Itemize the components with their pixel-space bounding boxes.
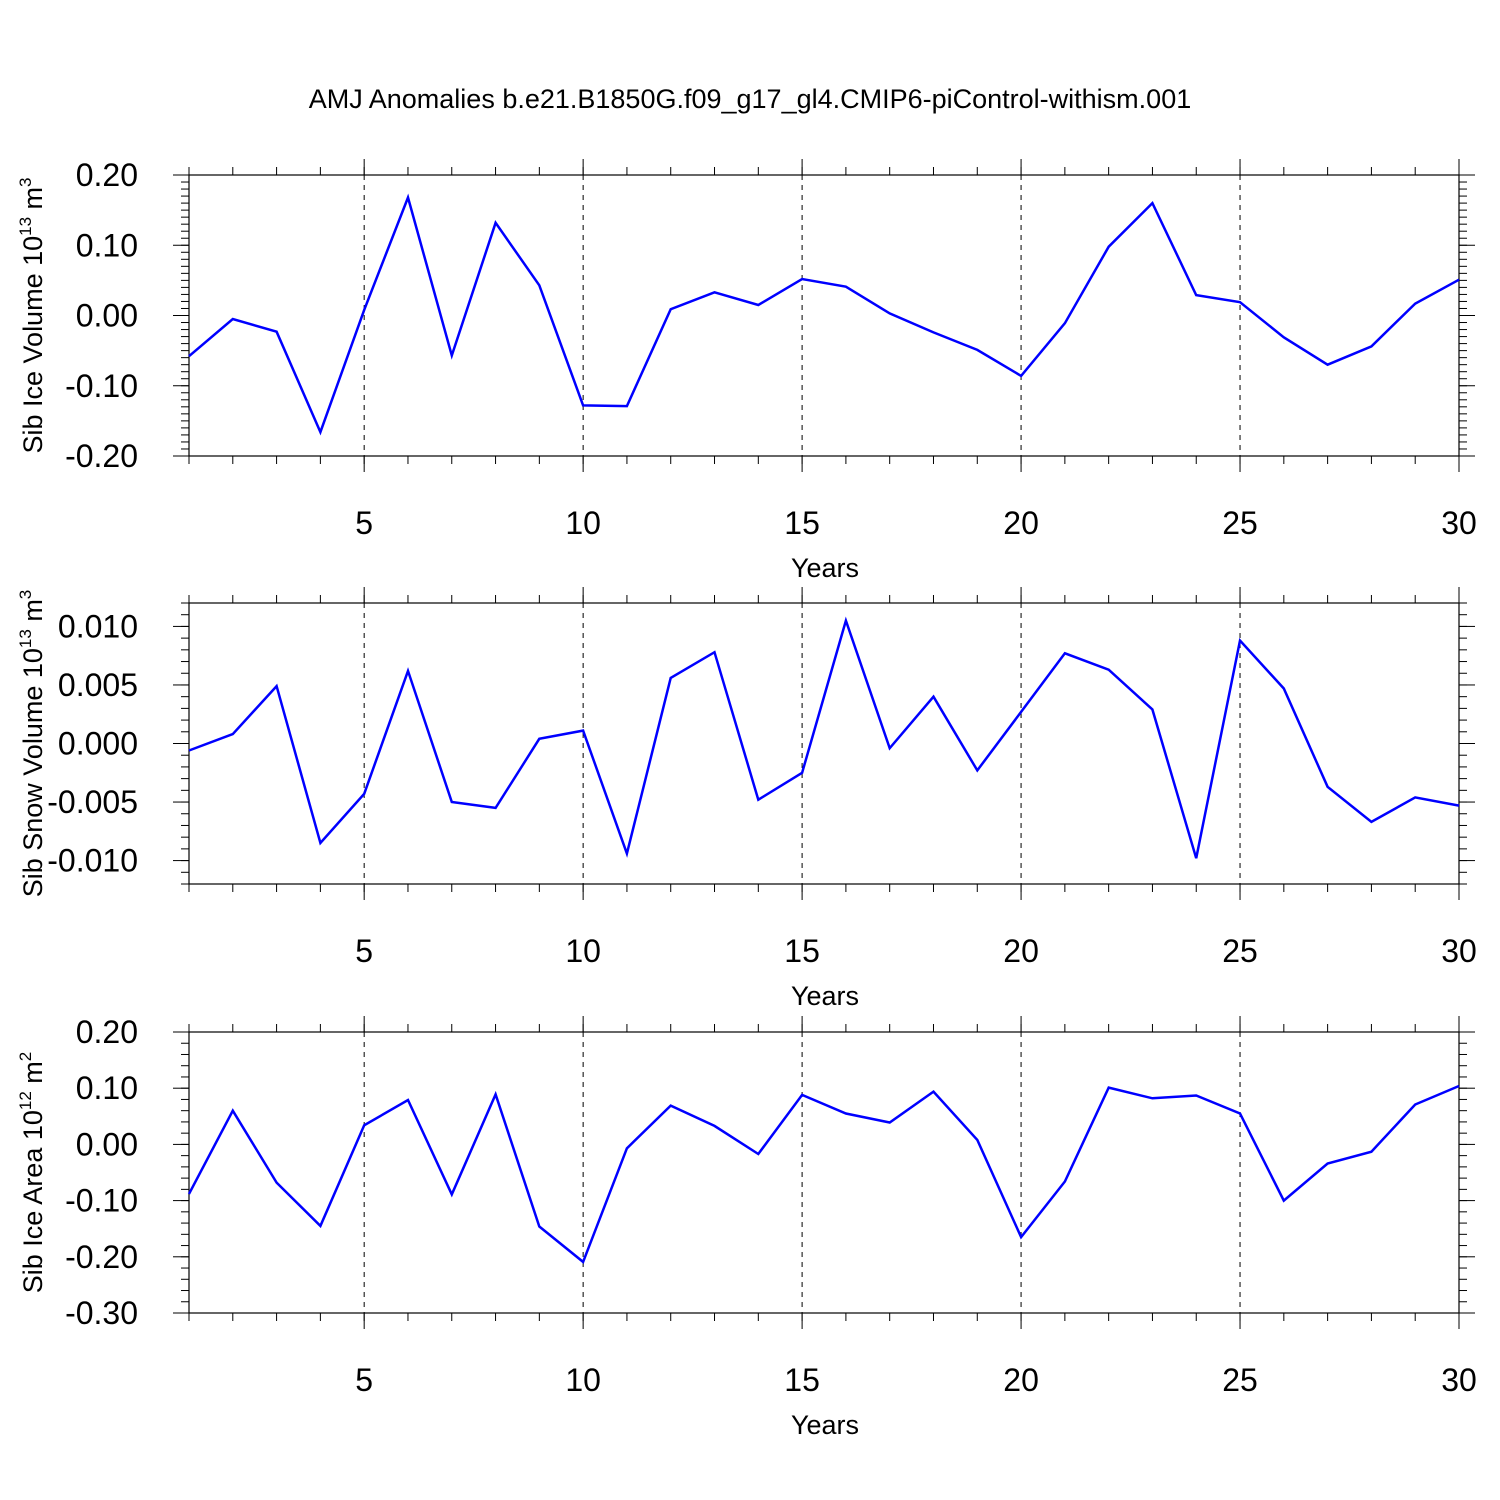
x-tick-label: 5: [355, 505, 373, 541]
y-axis-label: Sib Snow Volume 1013 m3: [16, 590, 48, 898]
y-tick-label: 0.005: [58, 667, 138, 703]
x-axis-label: Years: [791, 981, 859, 1011]
plot-frame: [188, 602, 1460, 885]
chart-panel-2: 5 10 15 20 25 30 -0.010 -0.005 0.000 0.005 0.010 Ye…: [16, 587, 1477, 1011]
x-tick-label: 25: [1222, 933, 1258, 969]
x-tick-label: 30: [1441, 505, 1477, 541]
chart-panel-3: 5 10 15 20 25 30 -0.30 -0.20 -0.10 0.00 0.10 0.20 Ye…: [16, 1014, 1477, 1440]
x-tick-label: 25: [1222, 505, 1258, 541]
y-tick-label: 0.010: [58, 608, 138, 644]
y-axis-label: Sib Ice Area 1012 m2: [16, 1052, 48, 1294]
plot-frame: [188, 174, 1460, 457]
y-tick-label: -0.005: [47, 784, 138, 820]
x-tick-label: 5: [355, 933, 373, 969]
series-line: [187, 1084, 1460, 1264]
x-tick-label: 15: [784, 505, 820, 541]
x-tick-label: 30: [1441, 933, 1477, 969]
y-tick-label: 0.00: [76, 1126, 138, 1162]
y-tick-label: -0.20: [65, 1239, 138, 1275]
y-tick-label: -0.010: [47, 843, 138, 879]
series-line: [188, 616, 1460, 859]
y-tick-label: 0.00: [76, 298, 138, 334]
plot-frame: [188, 1031, 1460, 1314]
x-tick-label: 15: [784, 933, 820, 969]
series-line: [188, 193, 1460, 436]
y-axis-label: Sib Ice Volume 1013 m3: [16, 177, 48, 453]
y-tick-label: -0.10: [65, 368, 138, 404]
x-axis-label: Years: [791, 1410, 859, 1440]
x-tick-label: 25: [1222, 1362, 1258, 1398]
x-tick-label: 10: [565, 933, 601, 969]
y-tick-label: 0.10: [76, 1070, 138, 1106]
y-tick-label: 0.20: [76, 157, 138, 193]
y-tick-label: -0.20: [65, 438, 138, 474]
y-tick-label: -0.10: [65, 1183, 138, 1219]
y-tick-label: 0.10: [76, 227, 138, 263]
figure-title: AMJ Anomalies b.e21.B1850G.f09_g17_gl4.C…: [308, 84, 1192, 114]
x-tick-label: 5: [355, 1362, 373, 1398]
x-tick-label: 20: [1003, 1362, 1039, 1398]
y-tick-label: -0.30: [65, 1295, 138, 1331]
x-tick-label: 30: [1441, 1362, 1477, 1398]
x-tick-label: 20: [1003, 933, 1039, 969]
x-axis-label: Years: [791, 553, 859, 583]
y-tick-label: 0.000: [58, 726, 138, 762]
x-tick-label: 10: [565, 505, 601, 541]
chart-panel-1: 5 10 15 20 25 30 -0.20 -0.10 0.00 0.10 0.20 Years Si…: [16, 157, 1477, 583]
y-tick-label: 0.20: [76, 1014, 138, 1050]
x-tick-label: 10: [565, 1362, 601, 1398]
x-tick-label: 20: [1003, 505, 1039, 541]
x-tick-label: 15: [784, 1362, 820, 1398]
